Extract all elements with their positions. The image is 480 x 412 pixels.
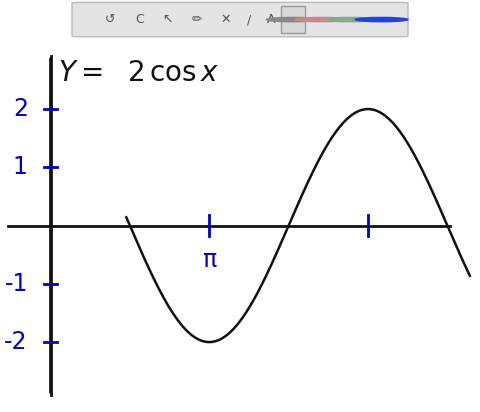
Text: A: A xyxy=(267,13,276,26)
Text: 2: 2 xyxy=(13,97,28,121)
Bar xyxy=(281,6,305,33)
Circle shape xyxy=(295,17,348,22)
Text: C: C xyxy=(135,13,144,26)
Text: $Y=\ \ 2\,\mathrm{cos}\,x$: $Y=\ \ 2\,\mathrm{cos}\,x$ xyxy=(58,60,219,87)
Text: ↖: ↖ xyxy=(163,13,173,26)
FancyBboxPatch shape xyxy=(72,2,408,37)
Text: -1: -1 xyxy=(4,272,28,296)
Text: ↺: ↺ xyxy=(105,13,116,26)
Text: ✕: ✕ xyxy=(220,13,231,26)
Circle shape xyxy=(355,17,408,22)
Text: /: / xyxy=(248,13,252,26)
Text: -2: -2 xyxy=(4,330,28,354)
Circle shape xyxy=(324,17,377,22)
Text: ✏: ✏ xyxy=(192,13,202,26)
Circle shape xyxy=(266,17,319,22)
Text: 1: 1 xyxy=(13,155,28,179)
Text: π: π xyxy=(202,248,216,272)
